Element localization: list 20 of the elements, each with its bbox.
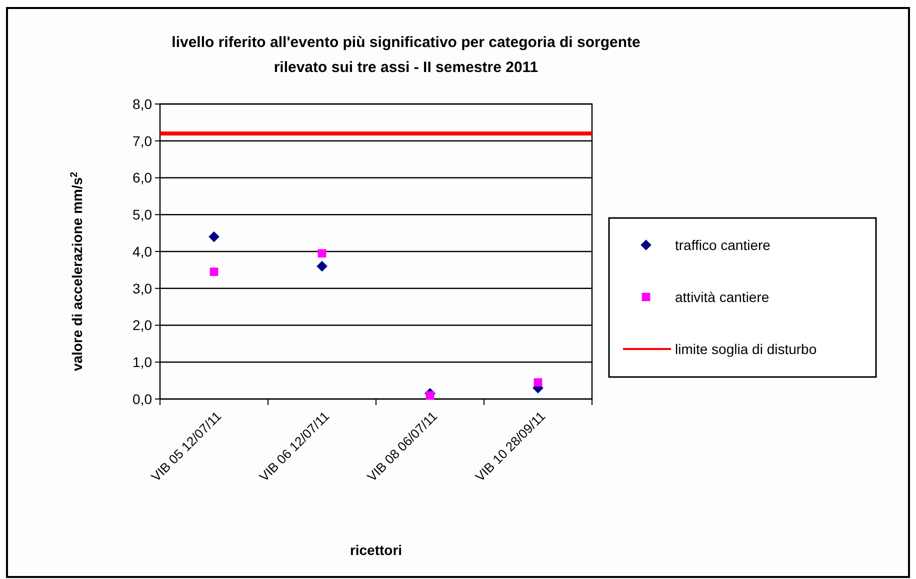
legend-label: limite soglia di disturbo — [675, 340, 817, 357]
x-axis-title: ricettori — [350, 542, 402, 558]
point — [208, 231, 220, 242]
y-tick-label: 7,0 — [132, 132, 152, 149]
y-tick-label: 6,0 — [132, 170, 152, 186]
y-tick-label: 3,0 — [132, 280, 152, 296]
y-tick-label: 0,0 — [132, 390, 152, 407]
point — [318, 249, 326, 258]
point — [534, 378, 542, 387]
legend-label: attività cantiere — [675, 288, 770, 305]
point — [210, 268, 218, 276]
point — [316, 260, 328, 272]
chart-title: livello riferito all'evento più significativo per categoria di sorgente rilevato sui tre assi - II semestre 2011 — [172, 34, 640, 76]
y-tick-label: 1,0 — [132, 354, 152, 370]
y-tick-label: 4,0 — [132, 243, 152, 260]
y-tick-label: 2,0 — [132, 317, 152, 334]
legend-label: traffico cantiere — [675, 236, 771, 253]
y-tick-label: 5,0 — [132, 206, 152, 223]
y-tick-label: 8,0 — [132, 96, 152, 112]
point — [426, 391, 434, 400]
